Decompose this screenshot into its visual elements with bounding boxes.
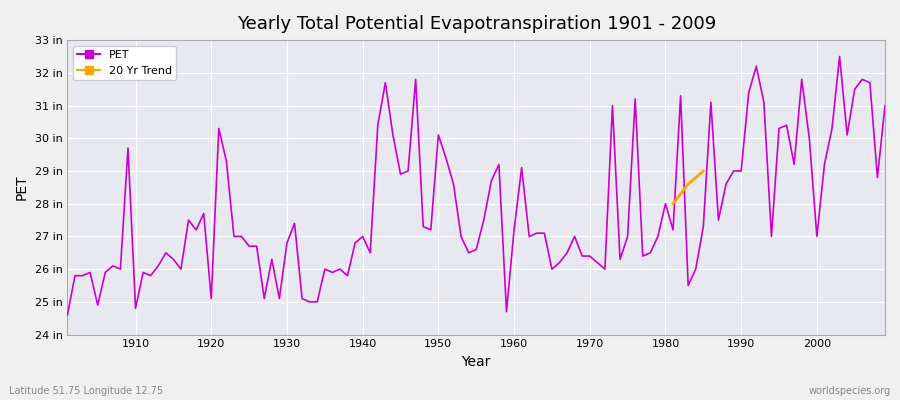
Text: worldspecies.org: worldspecies.org [809,386,891,396]
Text: Latitude 51.75 Longitude 12.75: Latitude 51.75 Longitude 12.75 [9,386,163,396]
Y-axis label: PET: PET [15,174,29,200]
Legend: PET, 20 Yr Trend: PET, 20 Yr Trend [73,46,176,80]
Title: Yearly Total Potential Evapotranspiration 1901 - 2009: Yearly Total Potential Evapotranspiratio… [237,15,716,33]
X-axis label: Year: Year [462,355,490,369]
